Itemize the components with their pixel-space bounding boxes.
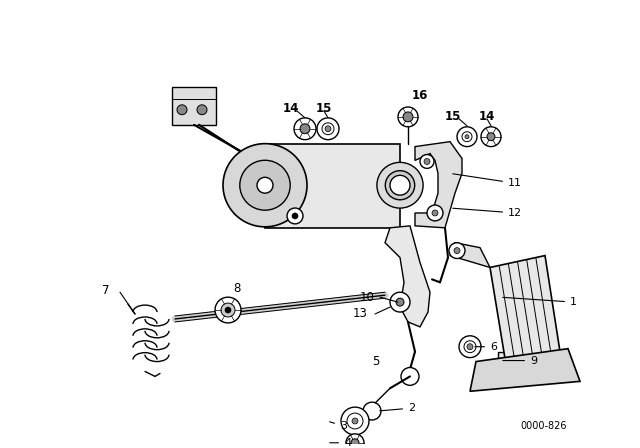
Circle shape [385,171,415,200]
Circle shape [403,112,413,122]
Polygon shape [265,144,400,228]
Circle shape [377,162,423,208]
Circle shape [465,135,469,139]
Text: 16: 16 [412,89,428,102]
Polygon shape [385,226,430,327]
Polygon shape [490,255,560,365]
Circle shape [487,133,495,141]
Circle shape [322,123,334,135]
Circle shape [240,160,290,210]
Circle shape [317,118,339,140]
Text: 3: 3 [330,421,347,431]
Circle shape [464,341,476,353]
Circle shape [177,105,187,115]
Circle shape [432,210,438,216]
Circle shape [300,124,310,134]
Circle shape [454,248,460,254]
Text: 15: 15 [316,103,332,116]
Text: 4: 4 [330,438,351,448]
Circle shape [363,402,381,420]
Polygon shape [498,352,520,370]
Polygon shape [172,87,216,125]
Circle shape [390,292,410,312]
Circle shape [325,126,331,132]
Circle shape [341,407,369,435]
Circle shape [215,297,241,323]
Circle shape [346,434,364,448]
Text: 9: 9 [503,356,537,366]
Text: 14: 14 [479,110,495,123]
Circle shape [292,213,298,219]
Circle shape [449,243,465,258]
Circle shape [257,177,273,193]
Text: 14: 14 [283,103,300,116]
Circle shape [401,367,419,385]
Circle shape [294,118,316,140]
Circle shape [287,208,303,224]
Text: 11: 11 [452,174,522,188]
Circle shape [459,336,481,358]
Circle shape [427,205,443,221]
Circle shape [352,418,358,424]
Polygon shape [415,142,462,228]
Text: 1: 1 [503,297,577,307]
Circle shape [424,159,430,164]
Circle shape [462,132,472,142]
Polygon shape [470,349,580,391]
Circle shape [420,155,434,168]
Circle shape [225,307,231,313]
Circle shape [467,344,473,350]
Text: 5: 5 [372,355,380,368]
Circle shape [347,413,363,429]
Polygon shape [450,243,490,267]
Text: 8: 8 [233,282,241,295]
Circle shape [223,144,307,227]
Text: 6: 6 [475,342,497,352]
Circle shape [351,439,359,447]
Text: 10: 10 [360,291,375,304]
Text: 2: 2 [380,403,415,413]
Text: 13: 13 [353,306,368,319]
Text: 7: 7 [102,284,109,297]
Text: 12: 12 [452,208,522,218]
Circle shape [221,303,235,317]
Text: 15: 15 [445,110,461,123]
Circle shape [396,298,404,306]
Text: 0000-826: 0000-826 [520,421,566,431]
Circle shape [390,175,410,195]
Circle shape [197,105,207,115]
Circle shape [398,107,418,127]
Circle shape [481,127,501,146]
Circle shape [457,127,477,146]
